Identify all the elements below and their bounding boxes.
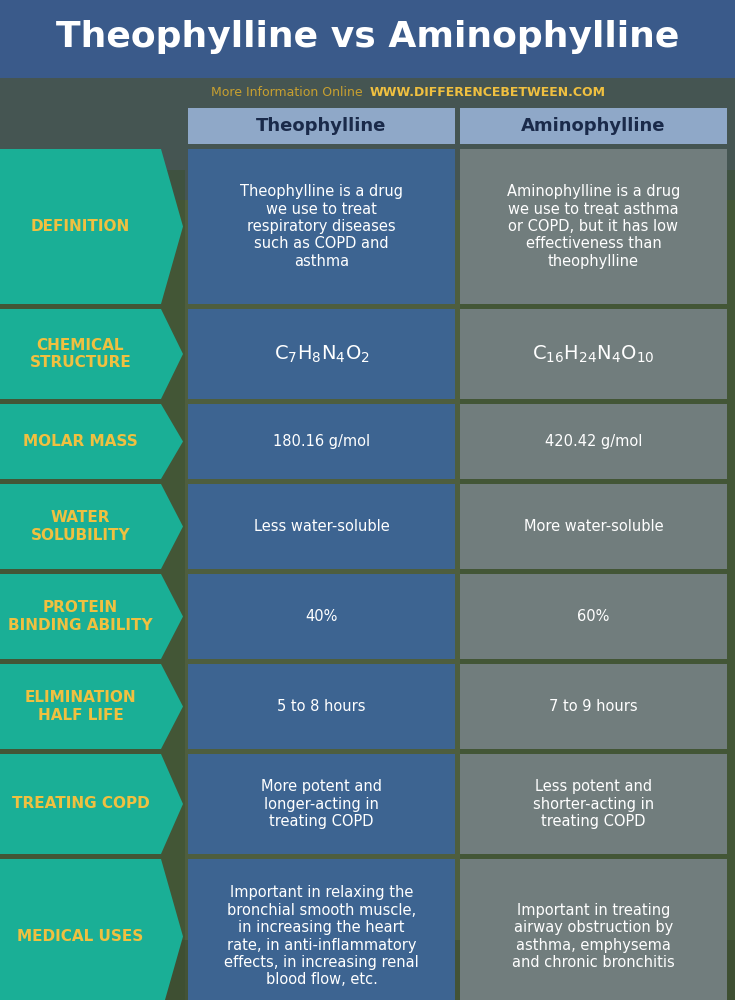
FancyBboxPatch shape [460,574,727,659]
Text: 60%: 60% [577,609,610,624]
FancyBboxPatch shape [460,309,727,399]
Text: PROTEIN
BINDING ABILITY: PROTEIN BINDING ABILITY [8,600,153,633]
FancyBboxPatch shape [460,170,735,1000]
Polygon shape [0,754,183,854]
Text: Less water-soluble: Less water-soluble [254,519,390,534]
Polygon shape [0,859,183,1000]
FancyBboxPatch shape [460,404,727,479]
FancyBboxPatch shape [188,664,455,749]
Polygon shape [0,574,183,659]
Polygon shape [0,404,183,479]
Text: 40%: 40% [305,609,337,624]
FancyBboxPatch shape [188,404,455,479]
Text: WWW.DIFFERENCEBETWEEN.COM: WWW.DIFFERENCEBETWEEN.COM [370,87,606,100]
FancyBboxPatch shape [0,0,735,200]
Text: ELIMINATION
HALF LIFE: ELIMINATION HALF LIFE [25,690,136,723]
Text: 5 to 8 hours: 5 to 8 hours [277,699,366,714]
Text: Important in treating
airway obstruction by
asthma, emphysema
and chronic bronch: Important in treating airway obstruction… [512,903,675,970]
FancyBboxPatch shape [460,149,727,304]
Text: More water-soluble: More water-soluble [523,519,663,534]
FancyBboxPatch shape [188,149,455,304]
FancyBboxPatch shape [0,170,185,1000]
FancyBboxPatch shape [188,754,455,854]
Text: MOLAR MASS: MOLAR MASS [23,434,138,449]
Text: 7 to 9 hours: 7 to 9 hours [549,699,638,714]
Text: Aminophylline is a drug
we use to treat asthma
or COPD, but it has low
effective: Aminophylline is a drug we use to treat … [507,184,680,269]
FancyBboxPatch shape [0,0,735,78]
FancyBboxPatch shape [460,484,727,569]
Polygon shape [0,484,183,569]
Text: Less potent and
shorter-acting in
treating COPD: Less potent and shorter-acting in treati… [533,779,654,829]
Text: WATER
SOLUBILITY: WATER SOLUBILITY [31,510,130,543]
Text: Theophylline: Theophylline [257,117,387,135]
Text: Theophylline is a drug
we use to treat
respiratory diseases
such as COPD and
ast: Theophylline is a drug we use to treat r… [240,184,403,269]
FancyBboxPatch shape [460,108,727,144]
FancyBboxPatch shape [0,940,735,1000]
FancyBboxPatch shape [188,108,455,144]
Text: More potent and
longer-acting in
treating COPD: More potent and longer-acting in treatin… [261,779,382,829]
Text: Theophylline vs Aminophylline: Theophylline vs Aminophylline [56,20,679,54]
FancyBboxPatch shape [188,309,455,399]
Polygon shape [0,309,183,399]
Text: 180.16 g/mol: 180.16 g/mol [273,434,370,449]
Text: MEDICAL USES: MEDICAL USES [18,929,143,944]
FancyBboxPatch shape [460,754,727,854]
FancyBboxPatch shape [460,664,727,749]
FancyBboxPatch shape [460,859,727,1000]
Polygon shape [0,149,183,304]
FancyBboxPatch shape [188,574,455,659]
Text: More Information Online: More Information Online [211,87,362,100]
Text: Aminophylline: Aminophylline [521,117,666,135]
FancyBboxPatch shape [188,859,455,1000]
FancyBboxPatch shape [188,484,455,569]
Text: Important in relaxing the
bronchial smooth muscle,
in increasing the heart
rate,: Important in relaxing the bronchial smoo… [224,886,419,988]
Text: TREATING COPD: TREATING COPD [12,796,149,812]
Text: $\mathregular{C_7H_8N_4O_2}$: $\mathregular{C_7H_8N_4O_2}$ [273,343,370,365]
Polygon shape [0,664,183,749]
Text: $\mathregular{C_{16}H_{24}N_4O_{10}}$: $\mathregular{C_{16}H_{24}N_4O_{10}}$ [532,343,655,365]
Text: DEFINITION: DEFINITION [31,219,130,234]
Text: 420.42 g/mol: 420.42 g/mol [545,434,642,449]
Text: CHEMICAL
STRUCTURE: CHEMICAL STRUCTURE [29,338,132,370]
